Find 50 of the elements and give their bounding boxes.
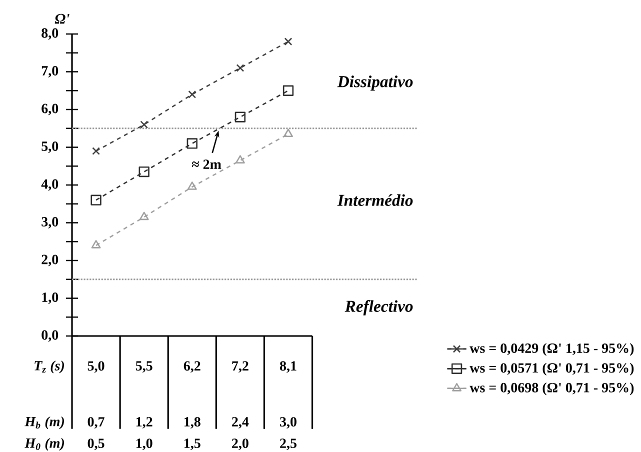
text: 1,0 [136,438,152,450]
y-tick-label: 4,0 [41,179,58,191]
x-tick-label: 7,2 [232,361,248,373]
x-tick-label: 5,0 [88,361,104,373]
text: 0,7 [88,417,104,429]
point [91,240,101,248]
point [282,85,294,96]
y-axis-title: Ω' [54,14,70,24]
y-tick-label: 0,0 [42,330,58,342]
point [139,212,149,220]
y-tick-label: 6,0 [42,104,58,116]
point [140,120,148,129]
point [235,155,245,164]
point [187,182,197,190]
point [236,64,244,72]
text: 1,5 [184,438,200,450]
y-tick-label: 7,0 [42,66,58,78]
annotation: ≈ 2m [192,160,222,169]
text: 2,4 [232,417,249,429]
text: H$_{0}$ (m) [24,438,64,451]
text: 0,5 [88,438,104,450]
point [234,112,246,122]
y-tick-label: 3,0 [42,217,58,228]
point [284,38,292,46]
text: Dissipativo [337,76,413,91]
text: Reflectivo [344,300,413,316]
point [90,194,102,206]
y-tick-label: 1,0 [42,292,58,304]
legend-label: ws = 0,0698 (Ω' 0,71 - 95%) [470,382,634,396]
x-tick-label: 8,1 [280,361,296,373]
text: Intermédio [337,194,413,206]
point [186,138,198,149]
point [138,166,150,178]
x-tick-label: 5,5 [136,361,152,373]
text: 1,8 [184,417,200,429]
text: H$_{b}$ (m) [24,416,64,430]
x-axis-title: T$_{z}$ (s) [34,360,64,374]
legend-label: ws = 0,0571 (Ω' 0,71 - 95%) [470,362,634,376]
y-tick-label: 8,0 [42,28,58,40]
text: 1,2 [136,417,152,429]
text: 3,0 [280,417,296,429]
x-tick-label: 6,2 [184,361,200,373]
point [188,90,196,98]
point [284,128,293,138]
y-tick-label: 5,0 [42,142,58,153]
text: 2,0 [232,438,248,450]
point [92,147,100,155]
text: 2,5 [280,438,296,450]
y-tick-label: 2,0 [42,254,58,266]
legend-label: ws = 0,0429 (Ω' 1,15 - 95%) [470,343,634,356]
